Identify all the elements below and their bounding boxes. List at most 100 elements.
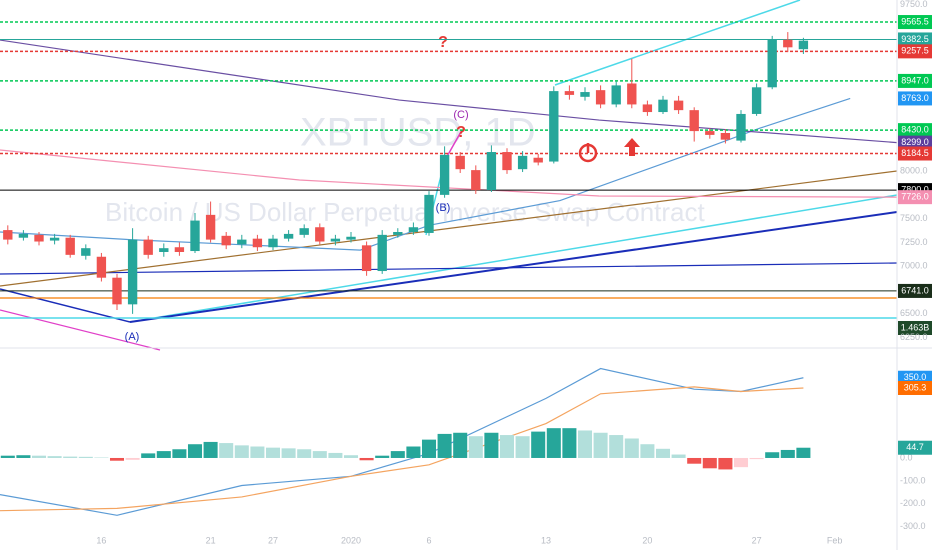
x-tick-label: 13 (541, 535, 551, 545)
candle-body (408, 227, 419, 232)
price-label-box (898, 32, 932, 47)
histogram-bar (156, 451, 171, 458)
annotations: ? ? (C) (B) (A) 5 (0, 21, 898, 516)
price-label: 8184.5 (901, 148, 929, 158)
candle-body (720, 132, 731, 140)
histogram-bar (187, 444, 203, 458)
candle-body (580, 92, 590, 97)
histogram-bar (219, 443, 234, 458)
histogram-bar (718, 457, 733, 470)
price-label: 8763.0 (901, 93, 929, 103)
histogram-bar (609, 435, 624, 458)
candle-body (252, 238, 263, 248)
x-tick-label: 2020 (341, 535, 361, 545)
candle-body (205, 214, 216, 240)
arrow-up (624, 138, 640, 156)
candle-body (18, 233, 29, 238)
candle-body (81, 248, 91, 256)
trendline (554, 0, 801, 86)
price-label-box (898, 91, 932, 106)
price-label: 350.0 (904, 372, 927, 382)
histogram-bar (406, 446, 421, 458)
indicator-line (0, 367, 804, 516)
y-tick-label: 7250.0 (900, 237, 928, 247)
y-tick-label: 0.0 (900, 452, 913, 462)
x-tick-label: 21 (206, 535, 216, 545)
histogram-bar (499, 435, 515, 458)
annotation: (C) (453, 109, 468, 121)
volume-label-box (898, 321, 932, 335)
histogram-bar (172, 449, 187, 458)
volume-label: 1.463B (901, 322, 930, 332)
candle-body (96, 256, 107, 278)
price-label: 9257.5 (901, 46, 929, 56)
y-tick-label: 7500.0 (900, 213, 928, 223)
candle-body (798, 40, 809, 50)
candle-body (611, 85, 621, 105)
candle-body (658, 99, 668, 113)
candle-body (502, 152, 512, 171)
x-tick-label: 6 (426, 535, 431, 545)
histogram-bar (359, 457, 374, 461)
candle-body (283, 233, 294, 239)
candle-body (424, 194, 434, 233)
histogram-bar (375, 455, 390, 458)
annotation: ? (456, 124, 466, 141)
histogram-bar (484, 432, 499, 458)
candle-body (549, 91, 559, 162)
price-label-box (898, 283, 932, 298)
histogram-bar (546, 428, 561, 458)
candle-body (127, 239, 138, 305)
candle-body (751, 87, 762, 114)
candle-body (268, 238, 278, 248)
histogram-bar (141, 453, 156, 458)
price-label: 7800.0 (901, 184, 929, 194)
price-label-box (898, 146, 932, 161)
indicator-line (0, 39, 898, 144)
price-label-box (898, 440, 932, 455)
histogram-bar (343, 455, 359, 458)
trendline (0, 262, 898, 275)
annotation: ? (438, 34, 448, 51)
candle-body (237, 239, 247, 245)
y-tick-label: 6500.0 (900, 308, 928, 318)
histogram-bar (203, 441, 218, 458)
drawings (0, 0, 898, 351)
candle-body (689, 110, 699, 132)
candle-body (595, 90, 606, 105)
candle-body (143, 239, 153, 255)
candle-body (159, 248, 169, 252)
candle-body (112, 277, 122, 305)
candle-body (377, 234, 387, 272)
y-tick-label: -100.0 (900, 475, 926, 485)
candle-body (190, 220, 200, 252)
candle-body (642, 104, 653, 113)
trendline (0, 288, 131, 323)
price-label-box (898, 73, 932, 88)
y-tick-label: -300.0 (900, 521, 926, 531)
y-tick-label: 7000.0 (900, 261, 928, 271)
candle-body (705, 131, 715, 135)
price-label-box (898, 380, 932, 395)
candle-body (517, 155, 528, 170)
candle-body (49, 237, 60, 241)
x-tick-label: 16 (96, 535, 106, 545)
histogram-bar (780, 449, 795, 458)
watermark: XBTUSD, 1D (300, 111, 536, 155)
histogram-bar (515, 436, 530, 458)
watermark-subtitle: Bitcoin / US Dollar Perpetual Inverse Sw… (105, 197, 705, 227)
candle-body (361, 245, 372, 272)
histogram-bar (671, 454, 686, 458)
candle-body (736, 113, 746, 141)
annotation: (A) (125, 331, 140, 343)
histogram-bar (796, 447, 811, 458)
histogram-bar (47, 456, 62, 458)
histogram-bar (390, 451, 405, 458)
candle-body (174, 247, 185, 252)
y-tick-label: 8000.0 (900, 165, 928, 175)
histogram-bar (733, 457, 749, 468)
histogram-bar (687, 457, 702, 464)
trendline (129, 211, 898, 323)
